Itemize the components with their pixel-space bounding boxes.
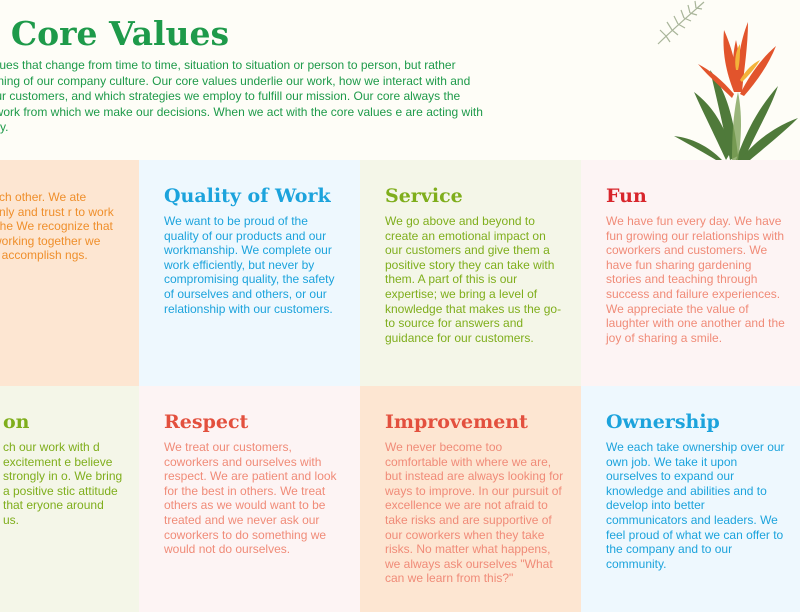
value-card-respect: Respect We treat our customers, coworker… [139, 386, 360, 612]
value-description: We have fun every day. We have fun growi… [606, 214, 785, 345]
value-card-trust: t each other. We ate openly and trust r … [0, 160, 139, 386]
value-card-quality-of-work: Quality of Work We want to be proud of t… [139, 160, 360, 386]
value-card-passion: on ch our work with d excitement e belie… [0, 386, 139, 612]
value-description: t each other. We ate openly and trust r … [0, 190, 114, 263]
value-card-ownership: Ownership We each take ownership over ou… [581, 386, 800, 612]
value-description: We each take ownership over our own job.… [606, 440, 785, 571]
value-card-fun: Fun We have fun every day. We have fun g… [581, 160, 800, 386]
value-title: Ownership [606, 411, 720, 433]
value-title: Improvement [385, 411, 528, 433]
core-values-grid: t each other. We ate openly and trust r … [0, 160, 800, 612]
value-description: We want to be proud of the quality of ou… [164, 214, 335, 316]
value-title: Quality of Work [164, 185, 331, 207]
value-title: on [3, 411, 30, 433]
intro-paragraph: not values that change from time to time… [0, 58, 483, 134]
value-description: We treat our customers, coworkers and ou… [164, 440, 337, 557]
value-title: Respect [164, 411, 249, 433]
value-title: Service [385, 185, 463, 207]
value-description: We go above and beyond to create an emot… [385, 214, 562, 345]
page-title: r Core Values [0, 14, 230, 53]
value-card-service: Service We go above and beyond to create… [360, 160, 581, 386]
bromeliad-flower-illustration [657, 0, 798, 160]
value-description: ch our work with d excitement e believe … [3, 440, 123, 527]
value-title: Fun [606, 185, 647, 207]
value-description: We never become too comfortable with whe… [385, 440, 564, 586]
value-card-improvement: Improvement We never become too comforta… [360, 386, 581, 612]
